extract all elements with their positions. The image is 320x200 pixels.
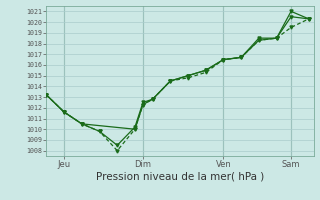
X-axis label: Pression niveau de la mer( hPa ): Pression niveau de la mer( hPa ) — [96, 172, 264, 182]
